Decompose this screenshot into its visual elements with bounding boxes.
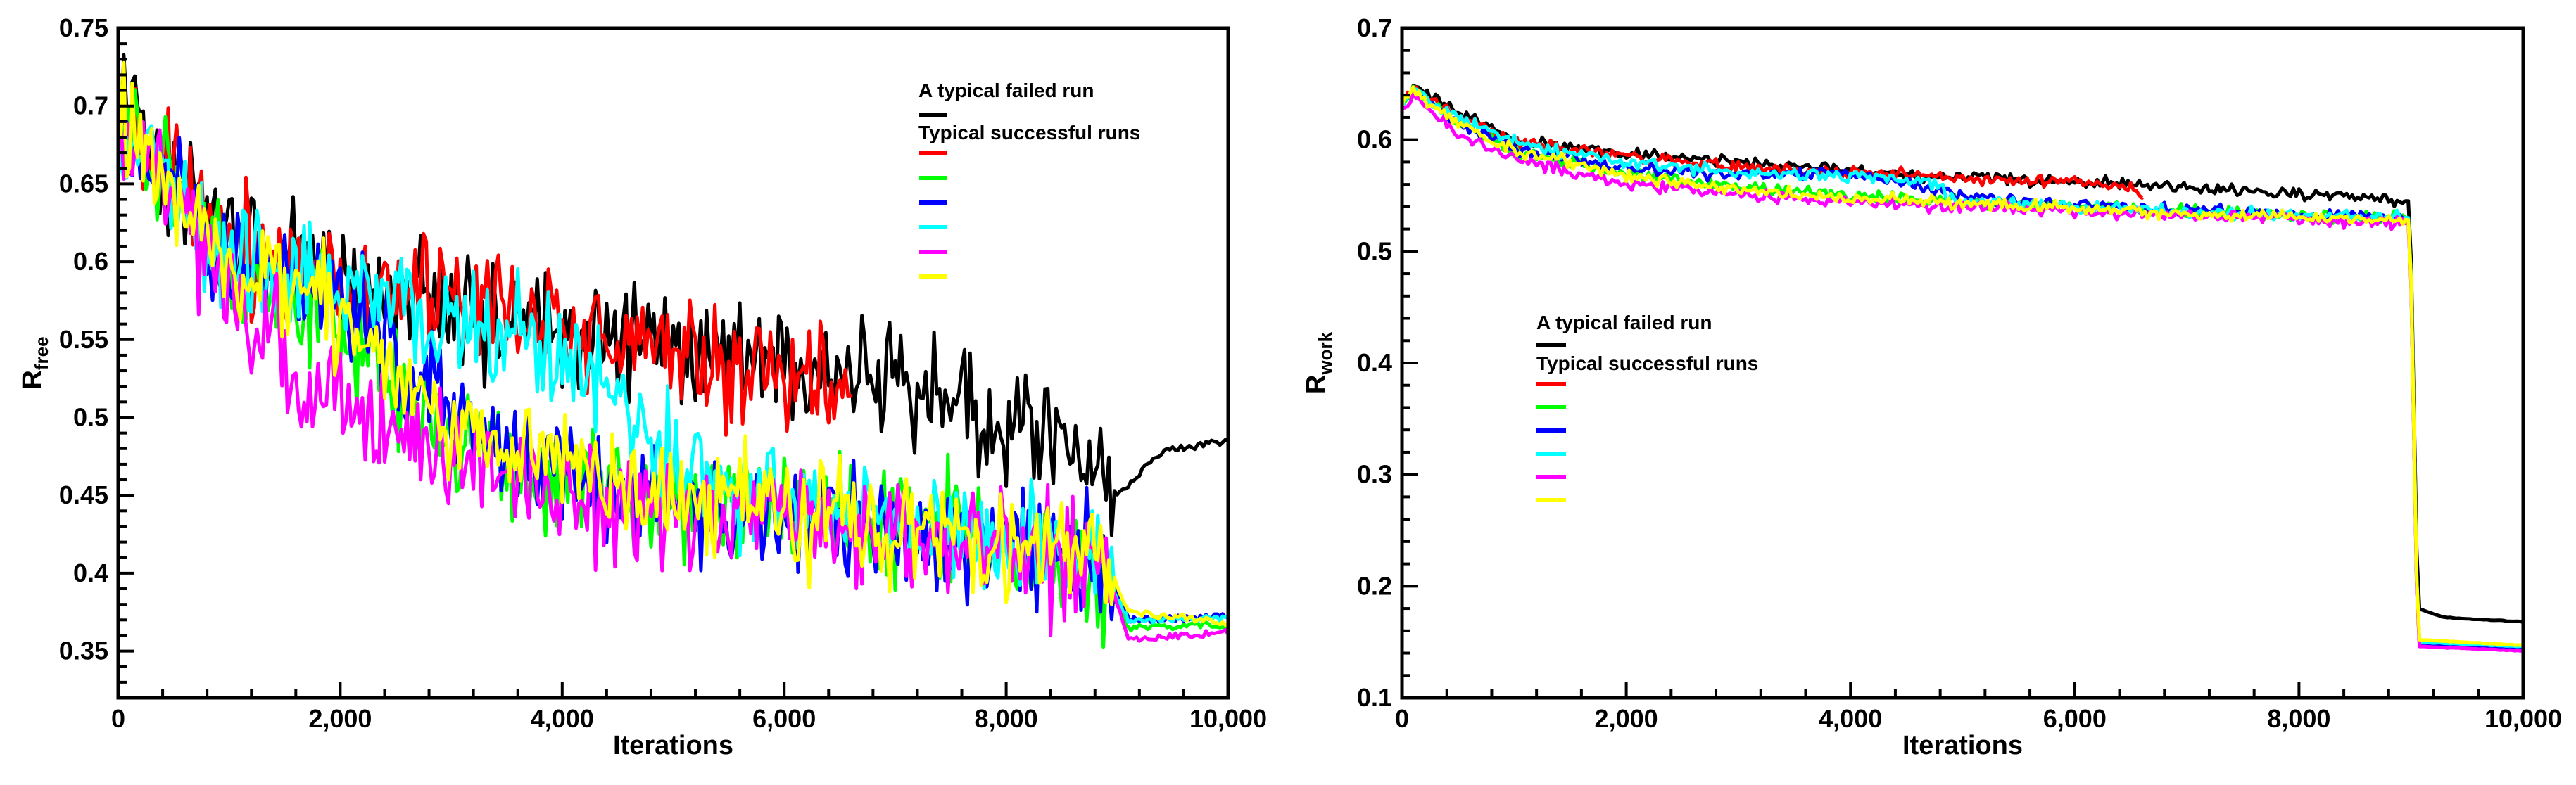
y-tick-label: 0.5: [73, 402, 108, 431]
y-tick-label: 0.65: [59, 169, 108, 198]
y-tick-label: 0.5: [1357, 236, 1392, 265]
y-tick-label: 0.55: [59, 325, 108, 354]
y-tick-label: 0.3: [1357, 460, 1392, 489]
y-tick-label: 0.2: [1357, 571, 1392, 600]
y-tick-label: 0.45: [59, 480, 108, 509]
x-tick-label: 8,000: [975, 704, 1038, 733]
y-tick-label: 0.7: [73, 91, 108, 120]
x-axis: 0 2,000 4,000 6,000 8,000 10,000 Iterations: [111, 682, 1267, 760]
y-tick-label: 0.6: [1357, 125, 1392, 154]
legend-success-label: Typical successful runs: [918, 122, 1140, 143]
legend-success-label: Typical successful runs: [1536, 352, 1758, 374]
series-line-run-6: [1402, 85, 2523, 647]
series-line-run-5: [118, 120, 1228, 643]
series-line-run-6: [118, 51, 1228, 627]
y-axis: 0.1 0.2 0.3 0.4 0.5 0.6 0.7 Rwork: [1301, 13, 1418, 712]
y-tick-label: 0.35: [59, 637, 108, 665]
x-tick-label: 0: [111, 704, 125, 733]
plot-area: [1402, 84, 2523, 653]
series-line-run-1: [1402, 85, 2144, 200]
x-tick-label: 2,000: [308, 704, 372, 733]
y-tick-label: 0.7: [1357, 13, 1392, 42]
legend-failed-label: A typical failed run: [1536, 312, 1712, 333]
x-tick-label: 4,000: [531, 704, 594, 733]
x-tick-label: 0: [1395, 704, 1409, 733]
x-tick-label: 10,000: [2485, 704, 2562, 733]
x-tick-label: 4,000: [1819, 704, 1882, 733]
legend: A typical failed run Typical successful r…: [918, 79, 1140, 279]
x-axis: 0 2,000 4,000 6,000 8,000 10,000 Iterations: [1395, 682, 2562, 760]
x-tick-label: 6,000: [752, 704, 816, 733]
y-axis: 0.35 0.4 0.45 0.5 0.55 0.6 0.65 0.7 0.75 Rfree: [18, 13, 134, 699]
plot-frame: [116, 26, 1230, 700]
y-tick-label: 0.1: [1357, 683, 1392, 712]
x-axis-label: Iterations: [1902, 731, 2023, 760]
x-tick-label: 6,000: [2043, 704, 2107, 733]
y-tick-label: 0.6: [73, 247, 108, 276]
y-axis-label: Rwork: [1301, 331, 1336, 394]
y-tick-label: 0.4: [73, 559, 108, 587]
x-axis-label: Iterations: [613, 731, 733, 760]
x-tick-label: 8,000: [2267, 704, 2330, 733]
legend: A typical failed run Typical successful r…: [1536, 312, 1758, 502]
rwork-chart: 0 2,000 4,000 6,000 8,000 10,000 Iterations 0.1…: [1301, 13, 2562, 760]
y-tick-label: 0.75: [59, 13, 108, 42]
x-tick-label: 2,000: [1595, 704, 1658, 733]
legend-failed-label: A typical failed run: [918, 79, 1094, 101]
y-tick-label: 0.4: [1357, 348, 1392, 377]
x-tick-label: 10,000: [1189, 704, 1267, 733]
rfree-chart: 0 2,000 4,000 6,000 8,000 10,000 Iterations 0.3…: [18, 13, 1267, 760]
series-line-run-3: [1402, 89, 2523, 651]
y-axis-label: Rfree: [18, 336, 52, 389]
plot-area: [118, 51, 1228, 649]
